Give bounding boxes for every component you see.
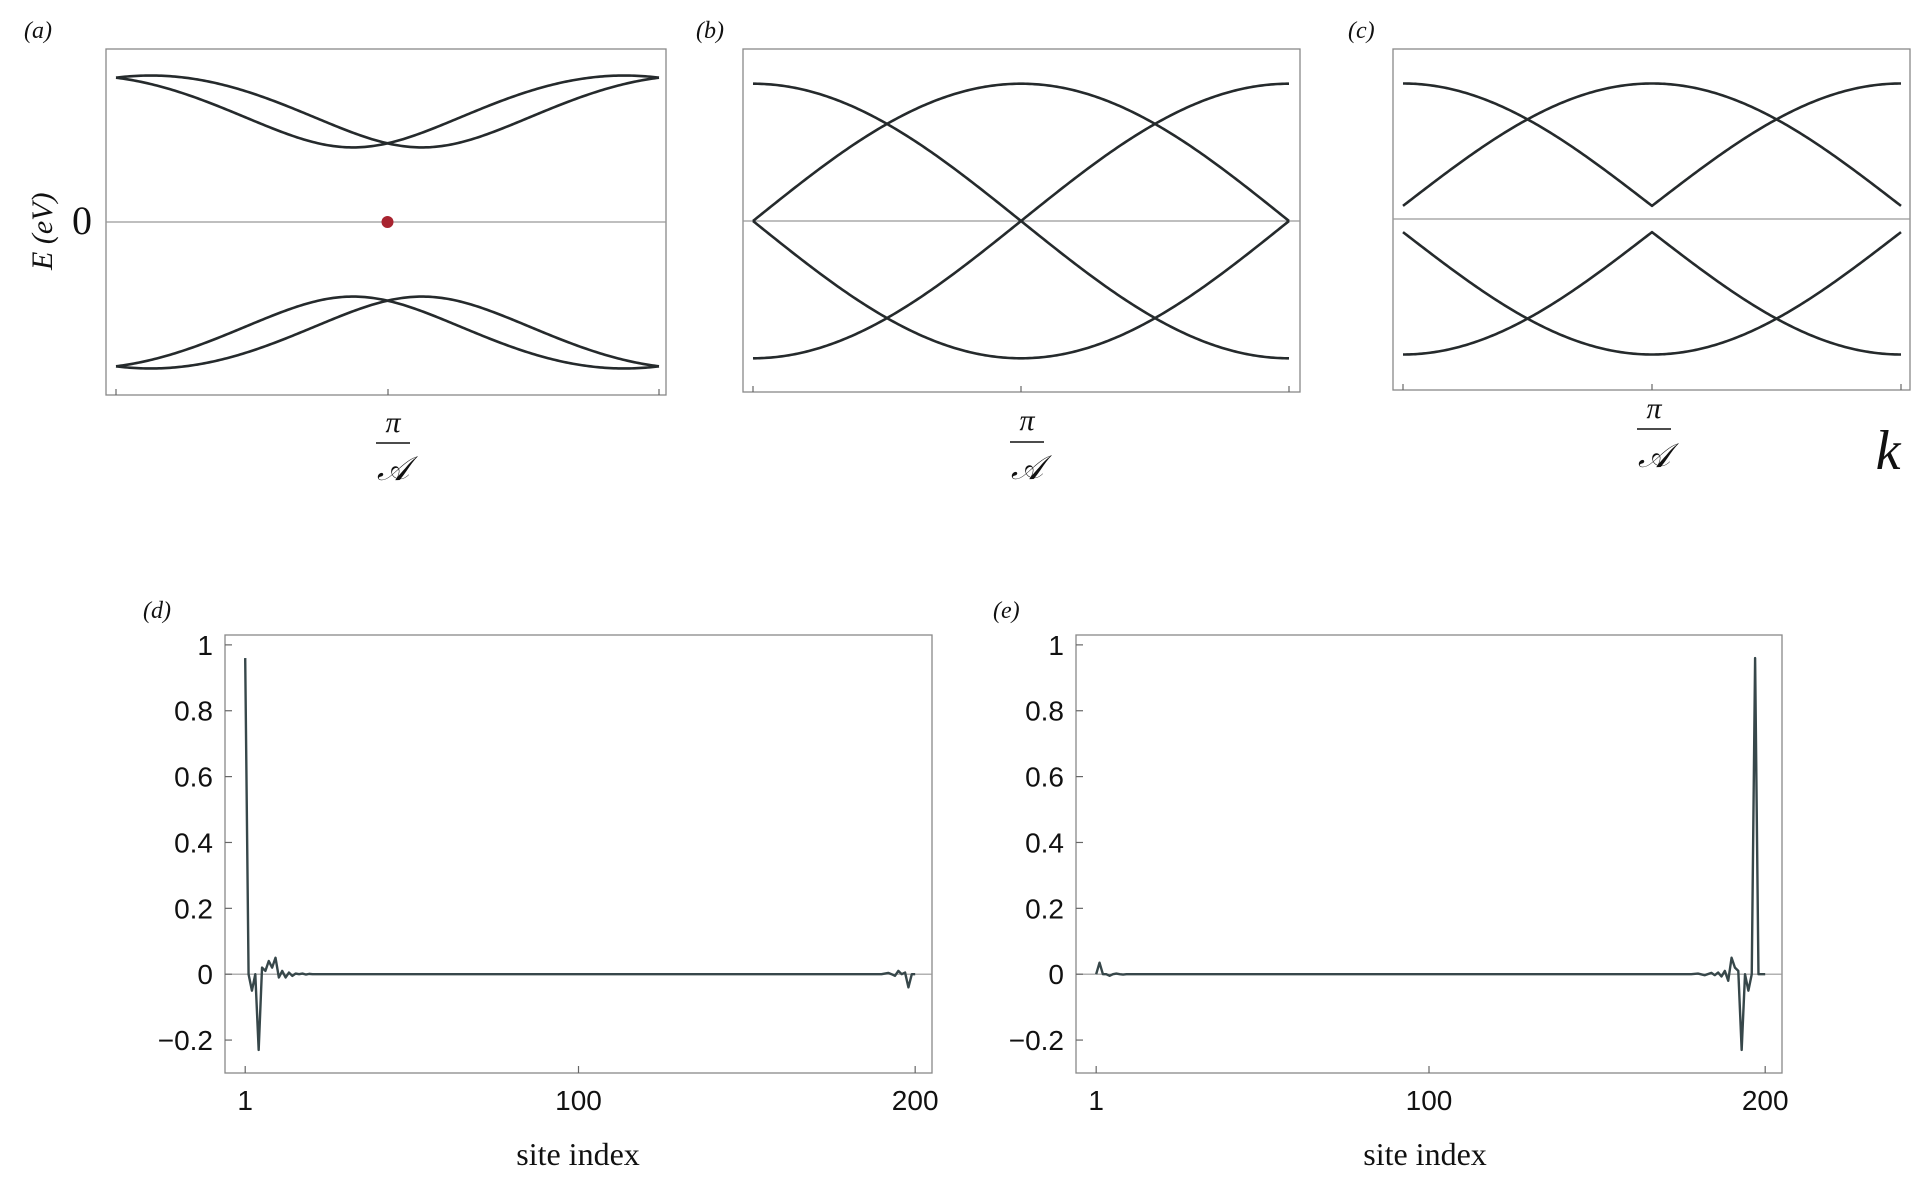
y-tick-label: 0.2 (174, 893, 213, 924)
panel-d-amplitude-line (244, 658, 916, 1052)
x-tick-label: 100 (1406, 1085, 1453, 1116)
band-3-line (115, 295, 660, 370)
y-tick-label: 0 (197, 959, 213, 990)
y-tick-label: −0.2 (1009, 1025, 1064, 1056)
panel-b-band-structure: (b) π 𝒜 (696, 18, 1301, 487)
band-1-line (115, 74, 660, 149)
y-axis-label: E (eV) (26, 193, 59, 271)
y-tick-label: 0.4 (1025, 827, 1064, 858)
k-axis-label: k (1876, 420, 1902, 482)
y-tick-label: 0 (1048, 959, 1064, 990)
panel-a-band-structure: (a) E (eV) 0 π 𝒜 (24, 18, 667, 488)
y-tick-label: 1 (197, 630, 213, 661)
panel-b-bands (752, 82, 1290, 360)
x-tick-label: 200 (1742, 1085, 1789, 1116)
panel-c-label: (c) (1348, 18, 1375, 44)
y-tick-label: 0.8 (174, 696, 213, 727)
panel-a-label: (a) (24, 18, 52, 44)
zero-energy-marker (381, 216, 394, 228)
panel-c-band-structure: (c) π 𝒜 k (1348, 18, 1911, 482)
panel-e-frame (1075, 634, 1783, 1074)
x-tick-pi-denominator: 𝒜 (377, 451, 419, 488)
x-tick-label: 1 (237, 1085, 253, 1116)
panel-b-label: (b) (696, 18, 724, 44)
panel-d-wavefunction: (d) −0.2 0 0.2 0.4 0.6 0.8 1 1 100 200 site index (143, 598, 939, 1172)
x-tick-pi-denominator: 𝒜 (1011, 450, 1053, 487)
panel-e-axes: −0.2 0 0.2 0.4 0.6 0.8 1 1 100 200 (1009, 630, 1789, 1116)
x-tick-pi-denominator: 𝒜 (1638, 438, 1680, 475)
y-tick-label: 0.6 (174, 762, 213, 793)
x-tick-label: 1 (1088, 1085, 1104, 1116)
band-1-line (1402, 82, 1902, 207)
amplitude-series-line (1095, 656, 1766, 1052)
y-tick-label: 0.2 (1025, 893, 1064, 924)
panel-c-bands (1402, 82, 1902, 356)
panel-a-bands (115, 74, 660, 370)
y-tick-label: −0.2 (158, 1025, 213, 1056)
x-tick-pi-numerator: π (1646, 392, 1662, 425)
panel-d-label: (d) (143, 598, 171, 624)
band-4-line (115, 295, 660, 370)
panel-e-amplitude-line (1095, 656, 1766, 1052)
x-tick-label: 100 (555, 1085, 602, 1116)
x-axis-label: site index (516, 1136, 640, 1172)
y-tick-label: 0.8 (1025, 696, 1064, 727)
panel-d-frame (224, 634, 933, 1074)
panel-e-wavefunction: (e) −0.2 0 0.2 0.4 0.6 0.8 1 1 100 200 site index (993, 598, 1789, 1172)
amplitude-series-line (244, 658, 916, 1052)
panel-d-axes: −0.2 0 0.2 0.4 0.6 0.8 1 1 100 200 (158, 630, 939, 1116)
y-tick-label: 0.4 (174, 827, 213, 858)
band-1-line (752, 82, 1290, 223)
x-tick-pi-numerator: π (1019, 404, 1035, 437)
y-tick-label: 0.6 (1025, 762, 1064, 793)
y-tick-zero-label: 0 (72, 198, 92, 243)
x-axis-label: site index (1363, 1136, 1487, 1172)
band-4-line (1402, 230, 1902, 356)
band-3-line (752, 219, 1290, 360)
band-3-line (1402, 231, 1902, 356)
x-tick-label: 200 (892, 1085, 939, 1116)
band-2-line (115, 74, 660, 149)
band-2-line (1402, 82, 1902, 208)
y-tick-label: 1 (1048, 630, 1064, 661)
panel-e-label: (e) (993, 598, 1020, 624)
x-tick-pi-numerator: π (385, 406, 401, 439)
band-4-line (752, 82, 1290, 360)
